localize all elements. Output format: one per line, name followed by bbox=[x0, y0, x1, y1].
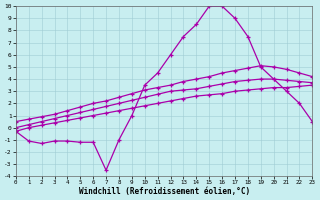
X-axis label: Windchill (Refroidissement éolien,°C): Windchill (Refroidissement éolien,°C) bbox=[78, 187, 250, 196]
